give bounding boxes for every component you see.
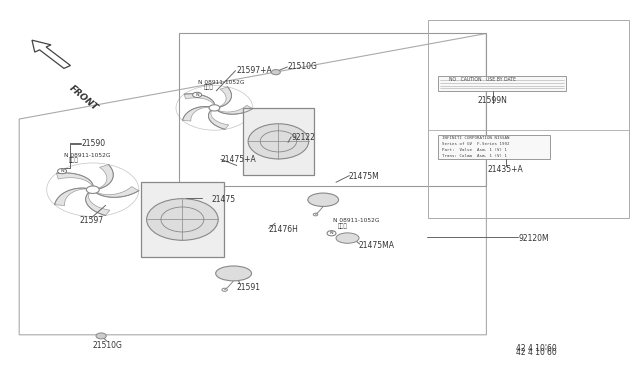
Ellipse shape [216, 266, 252, 281]
Bar [243, 108, 314, 175]
Text: （１）: （１） [338, 223, 348, 229]
Polygon shape [220, 87, 232, 107]
Circle shape [271, 70, 280, 75]
Polygon shape [56, 173, 93, 186]
Text: N 08911-1052G: N 08911-1052G [333, 218, 380, 224]
Circle shape [248, 124, 308, 159]
Text: FRONT: FRONT [68, 84, 100, 113]
Circle shape [313, 213, 318, 216]
Text: Series of GV  F.Series 1992: Series of GV F.Series 1992 [442, 142, 509, 146]
Text: （１）: （１） [69, 157, 79, 163]
Circle shape [147, 199, 218, 240]
Ellipse shape [308, 193, 339, 206]
Circle shape [58, 169, 67, 174]
Text: 92122: 92122 [291, 133, 315, 142]
Text: 42 4 10'60: 42 4 10'60 [516, 344, 557, 353]
Polygon shape [99, 164, 113, 189]
Polygon shape [86, 193, 110, 215]
Text: 21475: 21475 [211, 195, 236, 203]
Text: 21510G: 21510G [93, 341, 122, 350]
Text: INFINITI CORPORATION NISSAN: INFINITI CORPORATION NISSAN [442, 136, 509, 140]
Text: 42 4 10'60: 42 4 10'60 [516, 348, 557, 357]
Circle shape [222, 288, 227, 291]
Text: 21475+A: 21475+A [221, 155, 257, 164]
Text: 21475MA: 21475MA [358, 241, 394, 250]
Text: N: N [60, 169, 64, 173]
Circle shape [327, 231, 336, 236]
Circle shape [86, 186, 99, 193]
Polygon shape [97, 186, 139, 197]
Text: NO   CAUTION   USE BY DATE: NO CAUTION USE BY DATE [449, 77, 516, 83]
Ellipse shape [336, 233, 359, 243]
Text: 21475M: 21475M [349, 172, 380, 181]
Bar [141, 182, 224, 257]
Text: 21591: 21591 [237, 283, 261, 292]
Text: 21435+A: 21435+A [488, 165, 524, 174]
Polygon shape [209, 110, 228, 129]
Bar [428, 20, 629, 218]
Polygon shape [218, 105, 253, 114]
Text: 21599N: 21599N [478, 96, 508, 105]
Circle shape [209, 105, 220, 111]
Polygon shape [182, 106, 209, 121]
Bar [438, 135, 550, 159]
Polygon shape [32, 40, 70, 68]
Text: Trans: Colma  Asm. 1 (V) 1: Trans: Colma Asm. 1 (V) 1 [442, 154, 507, 158]
Text: 21476H: 21476H [269, 225, 299, 234]
Text: N: N [330, 231, 333, 235]
Text: 92120M: 92120M [518, 234, 549, 243]
Text: （１）: （１） [204, 84, 213, 90]
Circle shape [193, 92, 202, 97]
Text: 21597: 21597 [79, 216, 104, 225]
Text: Part:  Valve  Asm. 1 (V) 1: Part: Valve Asm. 1 (V) 1 [442, 148, 507, 152]
Bar [438, 76, 566, 91]
Text: 21590: 21590 [81, 139, 106, 148]
Text: 21510G: 21510G [288, 62, 318, 71]
Polygon shape [54, 188, 86, 206]
Text: N 08911-1052G: N 08911-1052G [198, 80, 245, 85]
Circle shape [96, 333, 106, 339]
Text: N: N [195, 93, 199, 97]
Text: 21597+A: 21597+A [237, 66, 273, 75]
Text: N 08911-1052G: N 08911-1052G [64, 153, 111, 158]
Polygon shape [184, 94, 214, 105]
